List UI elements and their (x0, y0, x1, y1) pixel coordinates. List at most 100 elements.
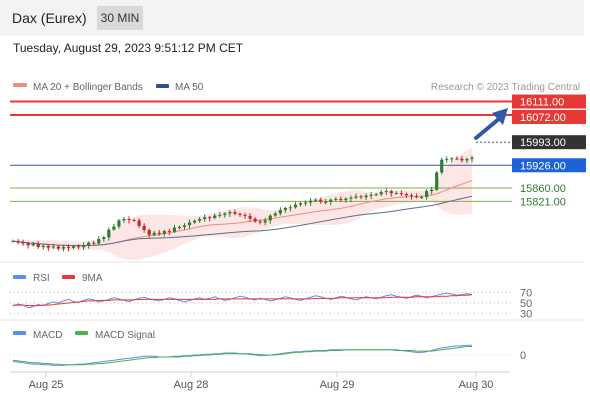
bollinger-bands (13, 147, 472, 261)
candle-body (425, 191, 429, 197)
candle-body (233, 212, 237, 214)
rsi-tick-label: 70 (520, 288, 532, 300)
candle-body (182, 225, 187, 227)
candle-body (293, 204, 298, 208)
candle-body (349, 197, 353, 199)
macd-signal-legend-swatch (75, 331, 88, 335)
candle-body (192, 220, 197, 223)
candle-body (298, 203, 303, 205)
support-label: 15860.00 (520, 183, 566, 195)
candle-body (56, 246, 60, 249)
price-level-labels: 16111.00 16072.00 15993.00 15926.00 15860.00… (512, 94, 586, 208)
rsi9-legend-label: 9MA (82, 273, 103, 284)
resistance-label-box (512, 109, 586, 124)
resistance-label: 16072.00 (520, 112, 566, 124)
candle-body (319, 199, 323, 202)
rsi-tick-label: 30 (520, 308, 532, 320)
candle-body (162, 231, 166, 234)
candle-body (203, 217, 207, 219)
candle-body (248, 215, 252, 219)
rsi-line (12, 292, 473, 309)
candle-body (117, 220, 121, 227)
candle-body (419, 196, 424, 198)
candle-body (369, 194, 373, 196)
candle-body (97, 238, 101, 244)
candle-body (167, 231, 171, 233)
candle-body (364, 195, 368, 198)
candle-body (147, 230, 151, 235)
candle-body (16, 241, 20, 243)
last-price-label: 15993.00 (520, 137, 566, 149)
candle-body (314, 199, 318, 201)
ma50-line (12, 195, 473, 247)
candle-body (288, 207, 293, 209)
candle-body (359, 196, 363, 198)
candle-body (460, 158, 464, 161)
candle-body (142, 225, 146, 231)
candle-body (414, 196, 419, 198)
rsi-legend-swatch (13, 275, 26, 279)
candle-body (263, 220, 267, 223)
candle-body (329, 199, 333, 202)
candle-body (87, 242, 91, 246)
pivot-label-box (512, 158, 586, 173)
candle-body (66, 246, 71, 248)
candle-body (253, 218, 257, 222)
ma20-legend-swatch (13, 83, 27, 87)
candle-body (344, 198, 348, 201)
candle-body (61, 246, 66, 249)
interval-button[interactable]: 30 MIN (97, 6, 143, 30)
candle-body (445, 159, 449, 161)
candle-body (122, 219, 126, 221)
candle-body (440, 159, 444, 173)
x-axis-label: Aug 30 (459, 379, 494, 391)
macd-signal-legend-label: MACD Signal (95, 330, 155, 341)
candle-body (102, 237, 106, 239)
candle-body (465, 159, 469, 161)
candle-body (283, 207, 287, 211)
macd-legend-label: MACD (33, 330, 62, 341)
ma50-legend-swatch (156, 84, 169, 88)
candle-body (213, 215, 217, 218)
candle-body (177, 226, 182, 228)
arrow-shaft (474, 116, 502, 140)
candle-body (132, 220, 136, 222)
candle-body (76, 246, 81, 248)
candle-body (187, 222, 192, 226)
candle-body (157, 232, 161, 234)
last-price-label-box (512, 135, 586, 150)
candle-body (470, 157, 474, 160)
candle-body (51, 246, 55, 248)
macd-signal-line (12, 346, 472, 366)
arrow-head (492, 108, 508, 125)
candle-body (127, 219, 131, 221)
resistance-label: 16111.00 (520, 97, 564, 109)
macd-legend-swatch (13, 331, 26, 335)
price-levels (10, 100, 512, 202)
candle-body (324, 201, 328, 203)
candle-body (21, 242, 25, 244)
ma50-legend-label: MA 50 (175, 82, 204, 93)
candle-body (303, 202, 308, 204)
candle-body (26, 243, 30, 246)
candle-body (36, 243, 40, 247)
candle-body (172, 227, 177, 232)
candle-body (339, 199, 343, 201)
candle-body (394, 193, 398, 195)
price-candles (11, 155, 474, 252)
candle-body (243, 214, 247, 216)
candle-body (450, 158, 454, 160)
rsi9-line (13, 294, 473, 307)
candle-body (238, 213, 242, 215)
candle-body (379, 192, 383, 195)
instrument-title: Dax (Eurex) (12, 10, 87, 26)
candle-body (46, 245, 50, 248)
candle-body (273, 213, 277, 216)
macd-tick-label: 0 (520, 350, 526, 362)
candle-body (223, 213, 227, 215)
moving-averages (12, 180, 473, 247)
candle-body (278, 210, 282, 214)
candle-body (92, 242, 96, 244)
